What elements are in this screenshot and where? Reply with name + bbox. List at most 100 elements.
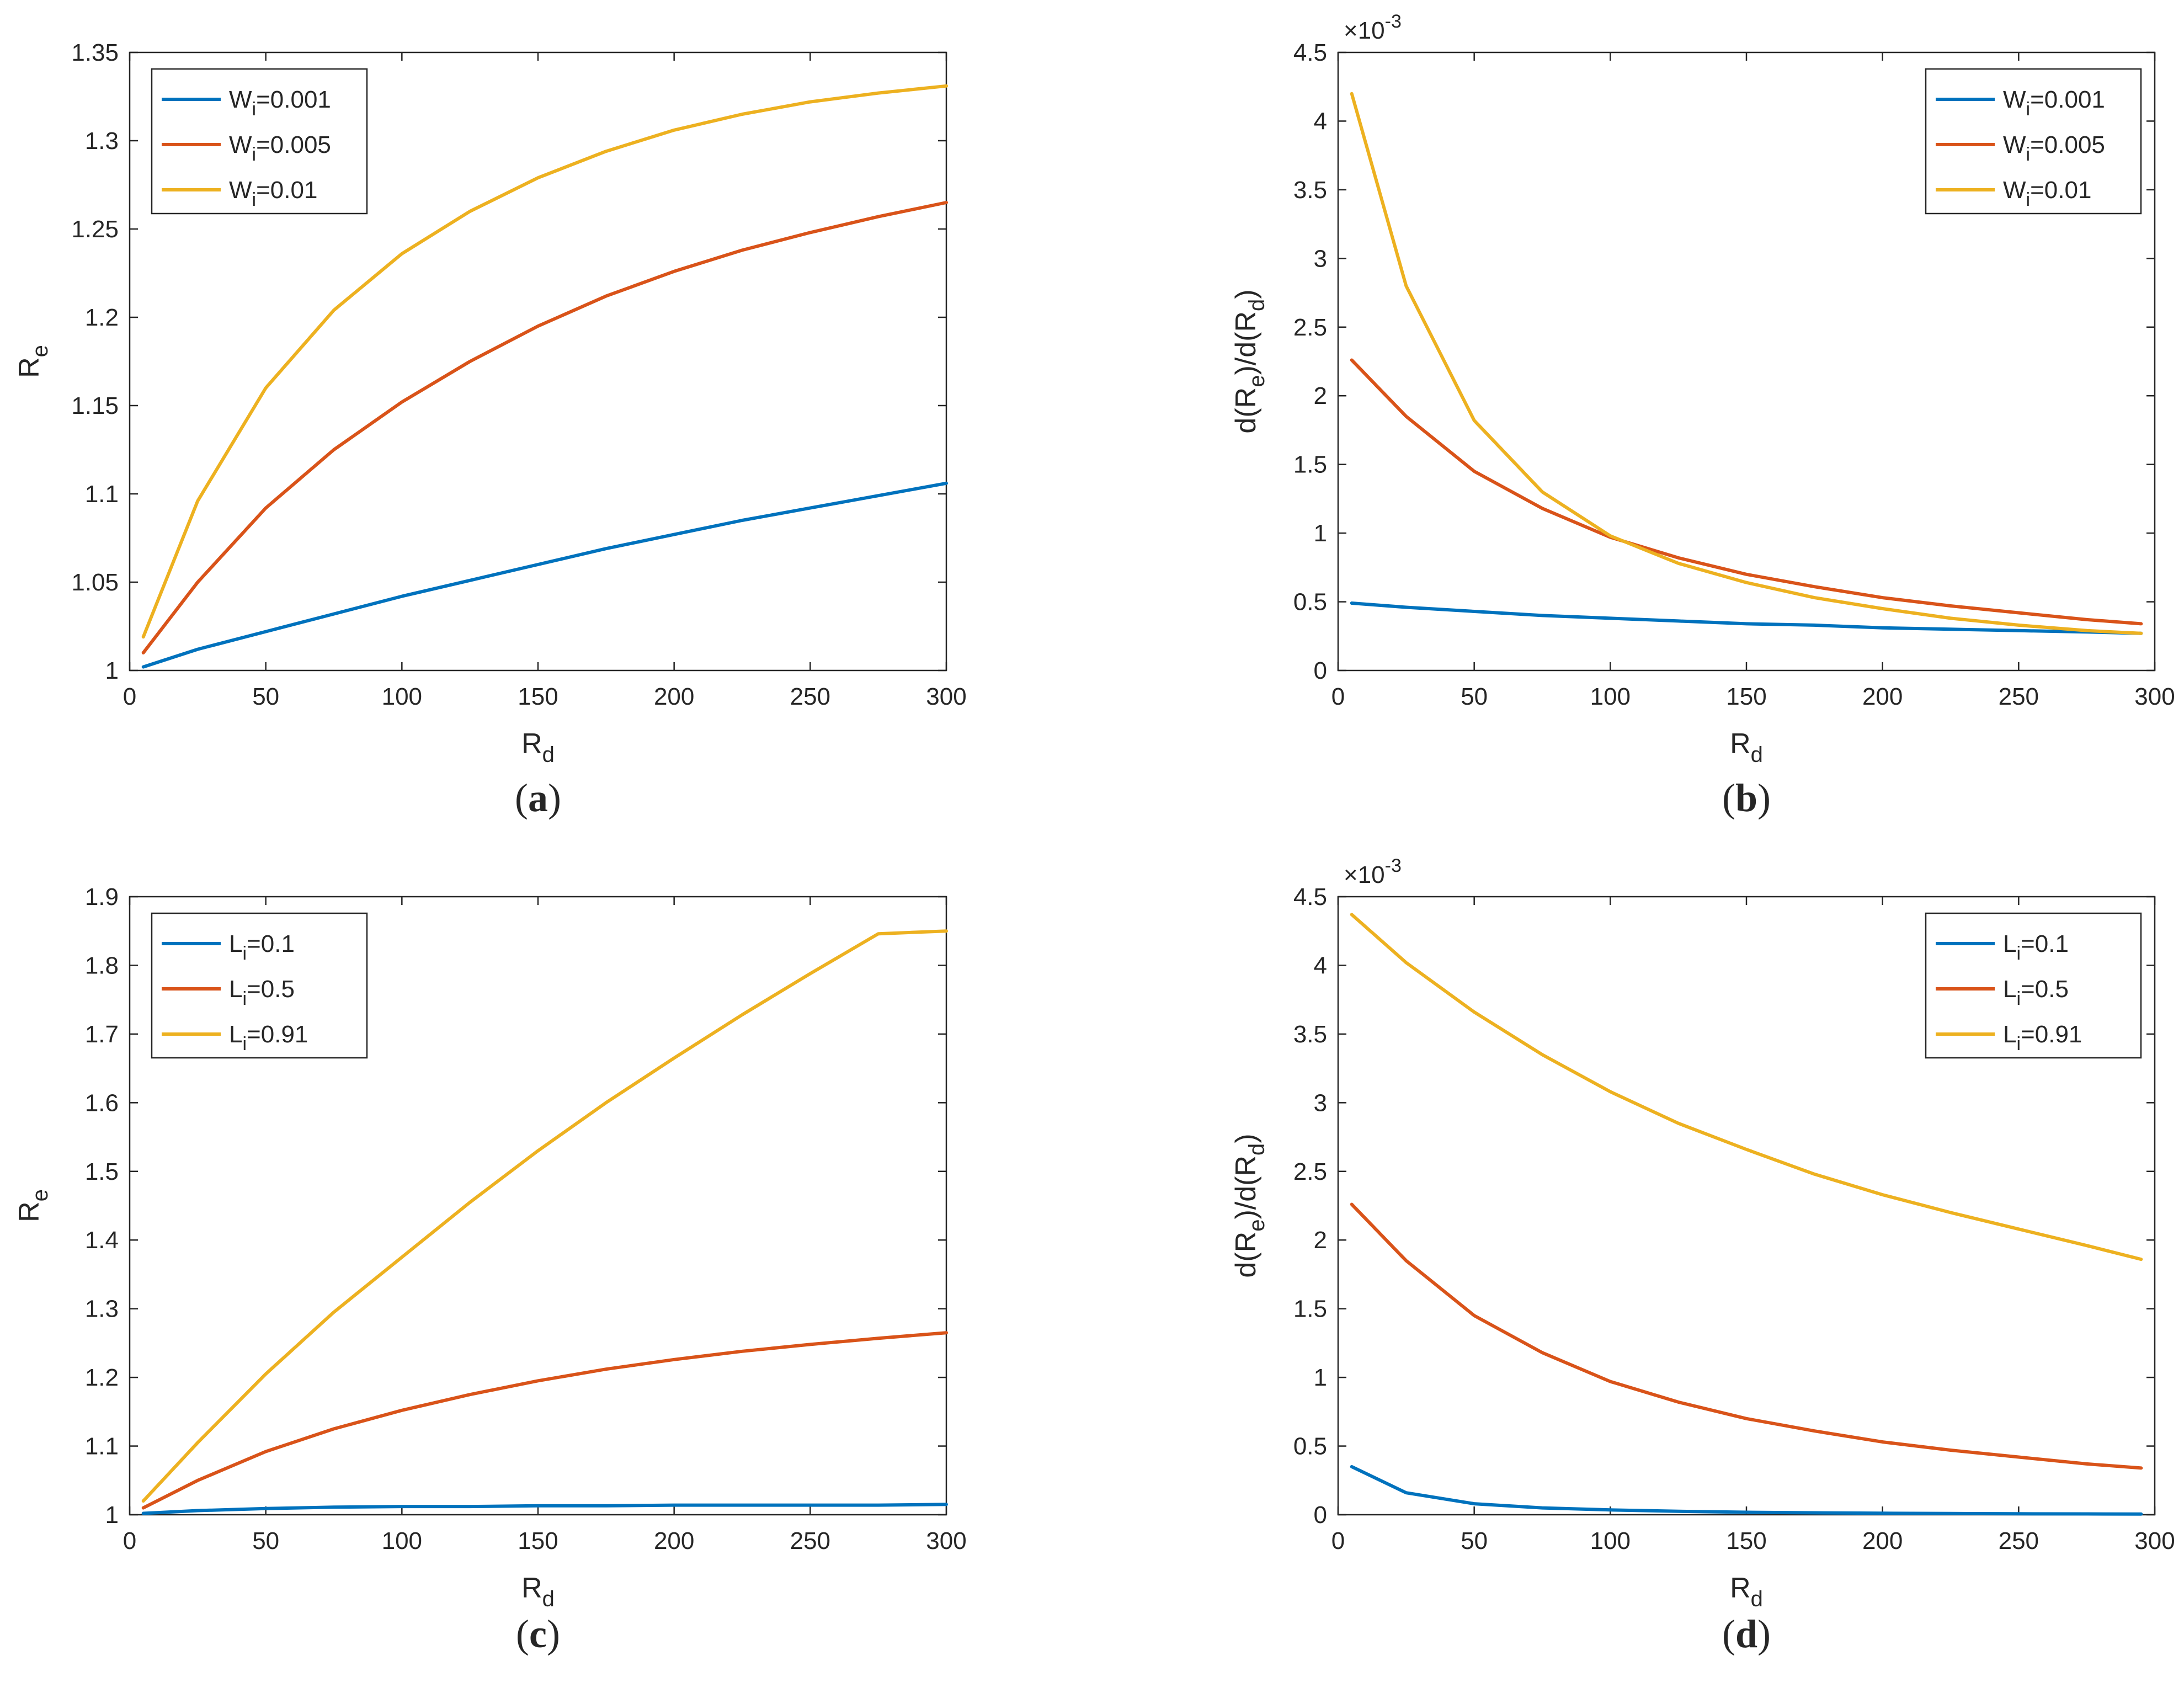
y-tick-label: 1.15 bbox=[71, 392, 119, 419]
y-tick-label: 0 bbox=[1314, 657, 1327, 684]
y-exponent-label: ×10-3 bbox=[1344, 855, 1402, 888]
x-tick-label: 300 bbox=[2134, 683, 2175, 710]
series-line-1 bbox=[141, 1331, 948, 1510]
y-tick-label: 3.5 bbox=[1293, 177, 1327, 204]
x-tick-label: 100 bbox=[382, 1527, 422, 1554]
y-exponent-base: ×10 bbox=[1344, 861, 1385, 888]
y-tick-label: 1.4 bbox=[85, 1227, 119, 1254]
x-tick-label: 200 bbox=[654, 683, 694, 710]
y-tick-label: 1 bbox=[105, 1501, 119, 1529]
legend-entry: Wi=0.01 bbox=[2003, 177, 2091, 210]
y-tick-label: 1.9 bbox=[85, 883, 119, 910]
x-axis-label: Rd bbox=[1730, 1572, 1763, 1611]
y-tick-label: 2.5 bbox=[1293, 314, 1327, 341]
legend: Wi=0.001 Wi=0.005 Wi=0.01 bbox=[1925, 68, 2142, 215]
x-tick-label: 300 bbox=[926, 1527, 966, 1554]
y-tick-label: 1.1 bbox=[85, 481, 119, 508]
y-tick-label: 4.5 bbox=[1293, 39, 1327, 66]
legend: Li=0.1 Li=0.5 Li=0.91 bbox=[1925, 912, 2142, 1059]
y-tick-label: 1.7 bbox=[85, 1021, 119, 1048]
y-tick-label: 1 bbox=[105, 657, 119, 684]
y-tick-label: 1.3 bbox=[85, 127, 119, 155]
series-line-0 bbox=[1350, 1465, 2143, 1516]
y-tick-label: 0.5 bbox=[1293, 1433, 1327, 1460]
chart-panel-c: 0 50 100 150 200 250 300 1 1.1 1.2 1.3 1.4 1.5 1.6 1.7… bbox=[13, 883, 967, 1656]
legend-entry: Wi=0.005 bbox=[2003, 131, 2105, 165]
x-axis-label: Rd bbox=[521, 1572, 555, 1611]
y-axis-label: d(Re)/d(Rd) bbox=[1230, 289, 1269, 433]
y-tick-label: 0.5 bbox=[1293, 589, 1327, 616]
series-line-1 bbox=[1350, 358, 2143, 626]
panel-label: (c) bbox=[516, 1612, 560, 1656]
y-tick-label: 1.05 bbox=[71, 569, 119, 596]
y-tick-label: 1.2 bbox=[85, 304, 119, 331]
x-tick-label: 0 bbox=[123, 1527, 136, 1554]
legend: Wi=0.001 Wi=0.005 Wi=0.01 bbox=[151, 68, 368, 215]
series-line-2 bbox=[1350, 913, 2143, 1261]
panel-label: (a) bbox=[515, 776, 561, 820]
legend-entry: Wi=0.001 bbox=[2003, 86, 2105, 120]
series-line-0 bbox=[141, 1503, 948, 1515]
y-tick-label: 4 bbox=[1314, 108, 1327, 135]
x-tick-label: 250 bbox=[1999, 1527, 2039, 1554]
series-line-2 bbox=[141, 929, 948, 1503]
legend: Li=0.1 Li=0.5 Li=0.91 bbox=[151, 912, 368, 1059]
y-exponent-power: -3 bbox=[1385, 855, 1402, 876]
x-tick-label: 50 bbox=[252, 1527, 279, 1554]
y-tick-label: 1.5 bbox=[85, 1158, 119, 1185]
y-axis-label: Re bbox=[13, 345, 52, 378]
y-tick-label: 3 bbox=[1314, 245, 1327, 272]
legend-entry: Wi=0.01 bbox=[229, 177, 317, 210]
x-tick-label: 250 bbox=[1999, 683, 2039, 710]
y-tick-label: 4 bbox=[1314, 952, 1327, 979]
series-line-2 bbox=[1350, 92, 2143, 635]
x-tick-label: 200 bbox=[1862, 1527, 1903, 1554]
x-tick-label: 250 bbox=[790, 683, 830, 710]
x-tick-label: 300 bbox=[926, 683, 966, 710]
y-tick-label: 1.6 bbox=[85, 1089, 119, 1116]
y-tick-label: 1.1 bbox=[85, 1433, 119, 1460]
legend-entry: Li=0.1 bbox=[2003, 930, 2069, 964]
x-tick-label: 200 bbox=[654, 1527, 694, 1554]
y-tick-label: 4.5 bbox=[1293, 883, 1327, 910]
chart-panel-d: 0 50 100 150 200 250 300 0 0.5 1 1.5 2 2.5 3 3.5 4 4.5 ×1… bbox=[1230, 855, 2175, 1656]
y-tick-label: 1.8 bbox=[85, 952, 119, 979]
y-tick-label: 1.25 bbox=[71, 216, 119, 243]
panel-label: (b) bbox=[1722, 776, 1771, 820]
y-exponent-label: ×10-3 bbox=[1344, 11, 1402, 44]
y-tick-label: 2.5 bbox=[1293, 1158, 1327, 1185]
y-tick-label: 0 bbox=[1314, 1501, 1327, 1529]
x-tick-label: 0 bbox=[1331, 1527, 1345, 1554]
y-exponent-power: -3 bbox=[1385, 11, 1402, 32]
y-tick-label: 1.35 bbox=[71, 39, 119, 66]
y-axis-label: Re bbox=[13, 1189, 52, 1222]
y-tick-label: 1 bbox=[1314, 520, 1327, 547]
x-tick-label: 50 bbox=[1461, 1527, 1488, 1554]
series-line-1 bbox=[141, 201, 948, 654]
x-tick-label: 150 bbox=[518, 1527, 558, 1554]
series-line-2 bbox=[141, 84, 948, 639]
y-exponent-base: ×10 bbox=[1344, 17, 1385, 44]
x-tick-label: 0 bbox=[123, 683, 136, 710]
y-tick-label: 3 bbox=[1314, 1089, 1327, 1116]
x-axis-label: Rd bbox=[521, 728, 555, 767]
panel-label: (d) bbox=[1722, 1612, 1771, 1656]
series-line-1 bbox=[1350, 1202, 2143, 1470]
legend-entry: Li=0.91 bbox=[2003, 1021, 2082, 1055]
x-tick-label: 300 bbox=[2134, 1527, 2175, 1554]
y-tick-label: 1.3 bbox=[85, 1296, 119, 1323]
chart-panel-a: 0 50 100 150 200 250 300 1 1.05 1.1 1.15 1.2 1.25 1.3… bbox=[13, 39, 967, 820]
y-tick-label: 1.5 bbox=[1293, 1296, 1327, 1323]
legend-entry: Li=0.5 bbox=[229, 976, 295, 1009]
y-axis-label: d(Re)/d(Rd) bbox=[1230, 1133, 1269, 1277]
x-tick-label: 100 bbox=[1590, 1527, 1631, 1554]
y-tick-label: 1 bbox=[1314, 1364, 1327, 1391]
x-tick-label: 150 bbox=[1726, 683, 1766, 710]
series-line-0 bbox=[141, 481, 948, 669]
x-tick-label: 100 bbox=[1590, 683, 1631, 710]
x-tick-label: 0 bbox=[1331, 683, 1345, 710]
y-tick-label: 1.5 bbox=[1293, 451, 1327, 478]
legend-entry: Li=0.5 bbox=[2003, 976, 2069, 1009]
x-tick-label: 100 bbox=[382, 683, 422, 710]
